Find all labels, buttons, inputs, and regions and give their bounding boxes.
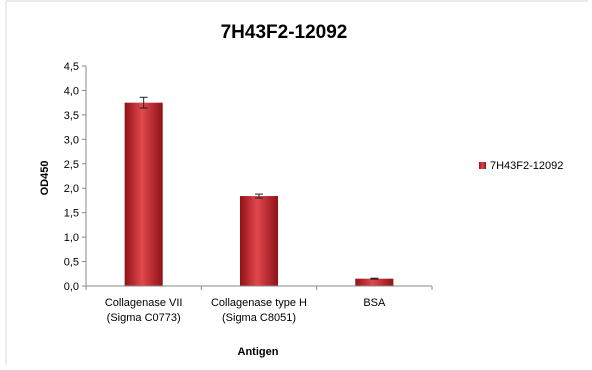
y-tick-label: 3,0 xyxy=(64,134,79,146)
bar xyxy=(355,278,394,286)
y-tick-label: 2,0 xyxy=(64,183,79,195)
legend-label: 7H43F2-12092 xyxy=(490,160,563,172)
y-axis-label: OD450 xyxy=(39,161,51,196)
y-tick-label: 3,5 xyxy=(64,110,79,122)
legend: 7H43F2-12092 xyxy=(479,160,563,172)
y-axis-ticks: 0,0 0,5 1,0 1,5 2,0 2,5 3,0 3,5 4,0 4,5 xyxy=(64,61,86,293)
x-category-label: Collagenase type H (Sigma C8051) xyxy=(211,297,307,324)
error-bar xyxy=(255,193,263,199)
x-axis-categories: Collagenase VII (Sigma C0773) Collagenase … xyxy=(85,286,433,324)
bar-series xyxy=(124,96,394,287)
bar xyxy=(124,102,163,287)
x-category-label: Collagenase VII (Sigma C0773) xyxy=(105,297,183,324)
error-bar xyxy=(139,96,148,109)
y-tick-label: 1,5 xyxy=(64,208,79,220)
legend-swatch xyxy=(479,162,486,169)
chart-title: 7H43F2-12092 xyxy=(221,22,348,43)
y-tick-label: 4,0 xyxy=(64,85,79,97)
y-tick-label: 0,0 xyxy=(64,281,79,293)
y-tick-label: 1,0 xyxy=(64,232,79,244)
y-tick-label: 0,5 xyxy=(64,257,79,269)
x-category-label: BSA xyxy=(363,297,386,309)
x-axis-label: Antigen xyxy=(238,346,279,358)
error-bar xyxy=(370,277,379,280)
bar xyxy=(239,196,279,286)
y-tick-label: 4,5 xyxy=(64,61,79,73)
y-tick-label: 2,5 xyxy=(64,159,79,171)
